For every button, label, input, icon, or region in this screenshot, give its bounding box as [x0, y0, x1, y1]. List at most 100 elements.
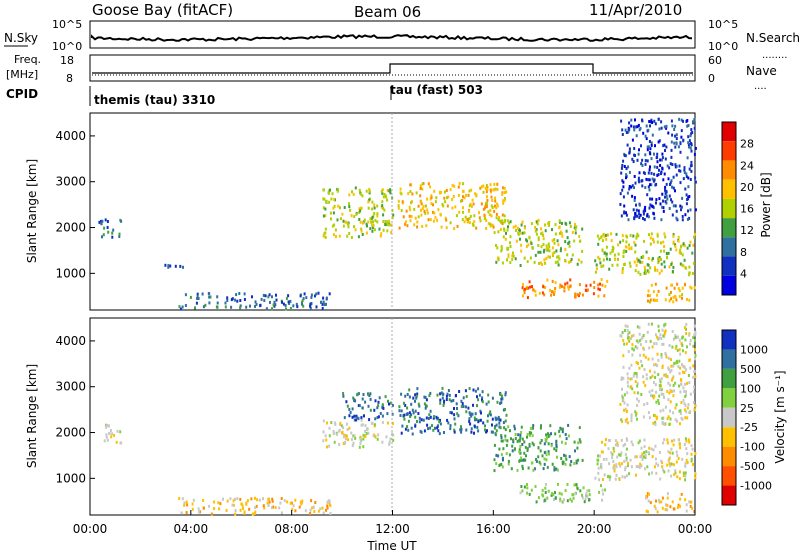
scatter-cell	[369, 227, 372, 231]
scatter-cell	[490, 204, 493, 208]
scatter-cell	[680, 244, 683, 248]
scatter-cell	[369, 408, 372, 412]
scatter-cell	[637, 465, 640, 468]
scatter-cell	[519, 491, 522, 495]
scatter-cell	[528, 444, 531, 448]
scatter-cell	[639, 343, 642, 347]
scatter-cell	[634, 181, 637, 185]
scatter-cell	[633, 147, 636, 150]
scatter-cell	[650, 447, 653, 451]
scatter-cell	[418, 420, 421, 424]
scatter-cell	[637, 441, 640, 445]
scatter-cell	[254, 496, 256, 500]
scatter-cell	[484, 204, 487, 208]
scatter-cell	[472, 388, 475, 392]
scatter-cell	[636, 158, 639, 162]
scatter-cell	[422, 204, 425, 208]
scatter-cell	[663, 125, 666, 129]
scatter-cell	[486, 419, 489, 423]
scatter-cell	[371, 226, 374, 230]
scatter-cell	[521, 286, 524, 290]
scatter-cell	[326, 501, 329, 504]
scatter-cell	[361, 194, 364, 198]
scatter-cell	[424, 406, 427, 410]
scatter-cell	[620, 376, 623, 380]
scatter-cell	[620, 378, 623, 381]
scatter-cell	[453, 428, 456, 432]
scatter-cell	[550, 432, 552, 436]
scatter-cell	[653, 380, 655, 384]
scatter-cell	[484, 428, 486, 432]
scatter-cell	[529, 433, 531, 437]
scatter-cell	[625, 176, 627, 180]
scatter-cell	[342, 394, 345, 398]
x-axis-label: Time UT	[366, 539, 417, 553]
scatter-cell	[677, 287, 680, 291]
scatter-cell	[417, 215, 420, 219]
x-tick-label: 04:00	[174, 522, 209, 536]
scatter-cell	[429, 185, 432, 189]
scatter-cell	[655, 342, 658, 346]
scatter-cell	[673, 438, 676, 442]
scatter-cell	[537, 250, 540, 254]
scatter-cell	[623, 459, 626, 463]
scatter-cell	[286, 500, 289, 504]
scatter-cell	[500, 436, 503, 439]
velocity-colorbar-label: Velocity [m s⁻¹]	[773, 370, 787, 463]
scatter-cell	[688, 440, 691, 444]
scatter-cell	[663, 172, 666, 176]
scatter-cell	[436, 218, 439, 222]
scatter-cell	[648, 294, 651, 298]
scatter-cell	[641, 184, 644, 188]
scatter-cell	[643, 438, 646, 442]
scatter-cell	[414, 393, 417, 397]
scatter-cell	[513, 424, 516, 428]
scatter-cell	[534, 485, 537, 488]
scatter-cell	[683, 389, 686, 393]
scatter-cell	[542, 243, 545, 246]
colorbar-tick: 8	[740, 246, 747, 259]
scatter-cell	[522, 458, 525, 462]
y-tick-label: 2000	[55, 221, 86, 235]
scatter-cell	[519, 237, 521, 241]
scatter-cell	[364, 424, 367, 428]
scatter-cell	[688, 298, 691, 302]
scatter-cell	[599, 282, 601, 286]
scatter-cell	[569, 285, 572, 288]
scatter-cell	[677, 457, 680, 460]
scatter-cell	[321, 302, 324, 306]
scatter-cell	[554, 491, 556, 495]
scatter-cell	[538, 291, 541, 295]
scatter-cell	[544, 286, 547, 289]
scatter-cell	[494, 425, 497, 428]
scatter-cell	[528, 431, 531, 435]
scatter-cell	[549, 424, 552, 428]
scatter-cell	[635, 134, 638, 138]
scatter-cell	[359, 436, 362, 440]
scatter-cell	[649, 242, 652, 246]
scatter-cell	[653, 240, 655, 244]
scatter-cell	[442, 403, 445, 407]
scatter-cell	[289, 501, 292, 505]
scatter-cell	[495, 423, 498, 427]
scatter-cell	[652, 298, 655, 302]
colorbar-swatch	[722, 122, 736, 142]
scatter-cell	[338, 428, 341, 432]
scatter-cell	[462, 396, 465, 400]
scatter-cell	[653, 413, 655, 417]
scatter-cell	[400, 409, 403, 413]
scatter-cell	[643, 368, 646, 371]
scatter-cell	[586, 489, 589, 493]
scatter-cell	[636, 384, 639, 388]
scatter-cell	[348, 426, 351, 430]
scatter-cell	[684, 498, 687, 502]
scatter-cell	[483, 217, 486, 220]
colorbar-swatch	[722, 179, 736, 199]
scatter-cell	[458, 390, 461, 393]
scatter-cell	[514, 433, 517, 436]
scatter-cell	[581, 496, 584, 500]
scatter-cell	[632, 125, 635, 129]
scatter-cell	[674, 189, 676, 193]
scatter-cell	[465, 428, 468, 432]
scatter-cell	[625, 437, 628, 441]
